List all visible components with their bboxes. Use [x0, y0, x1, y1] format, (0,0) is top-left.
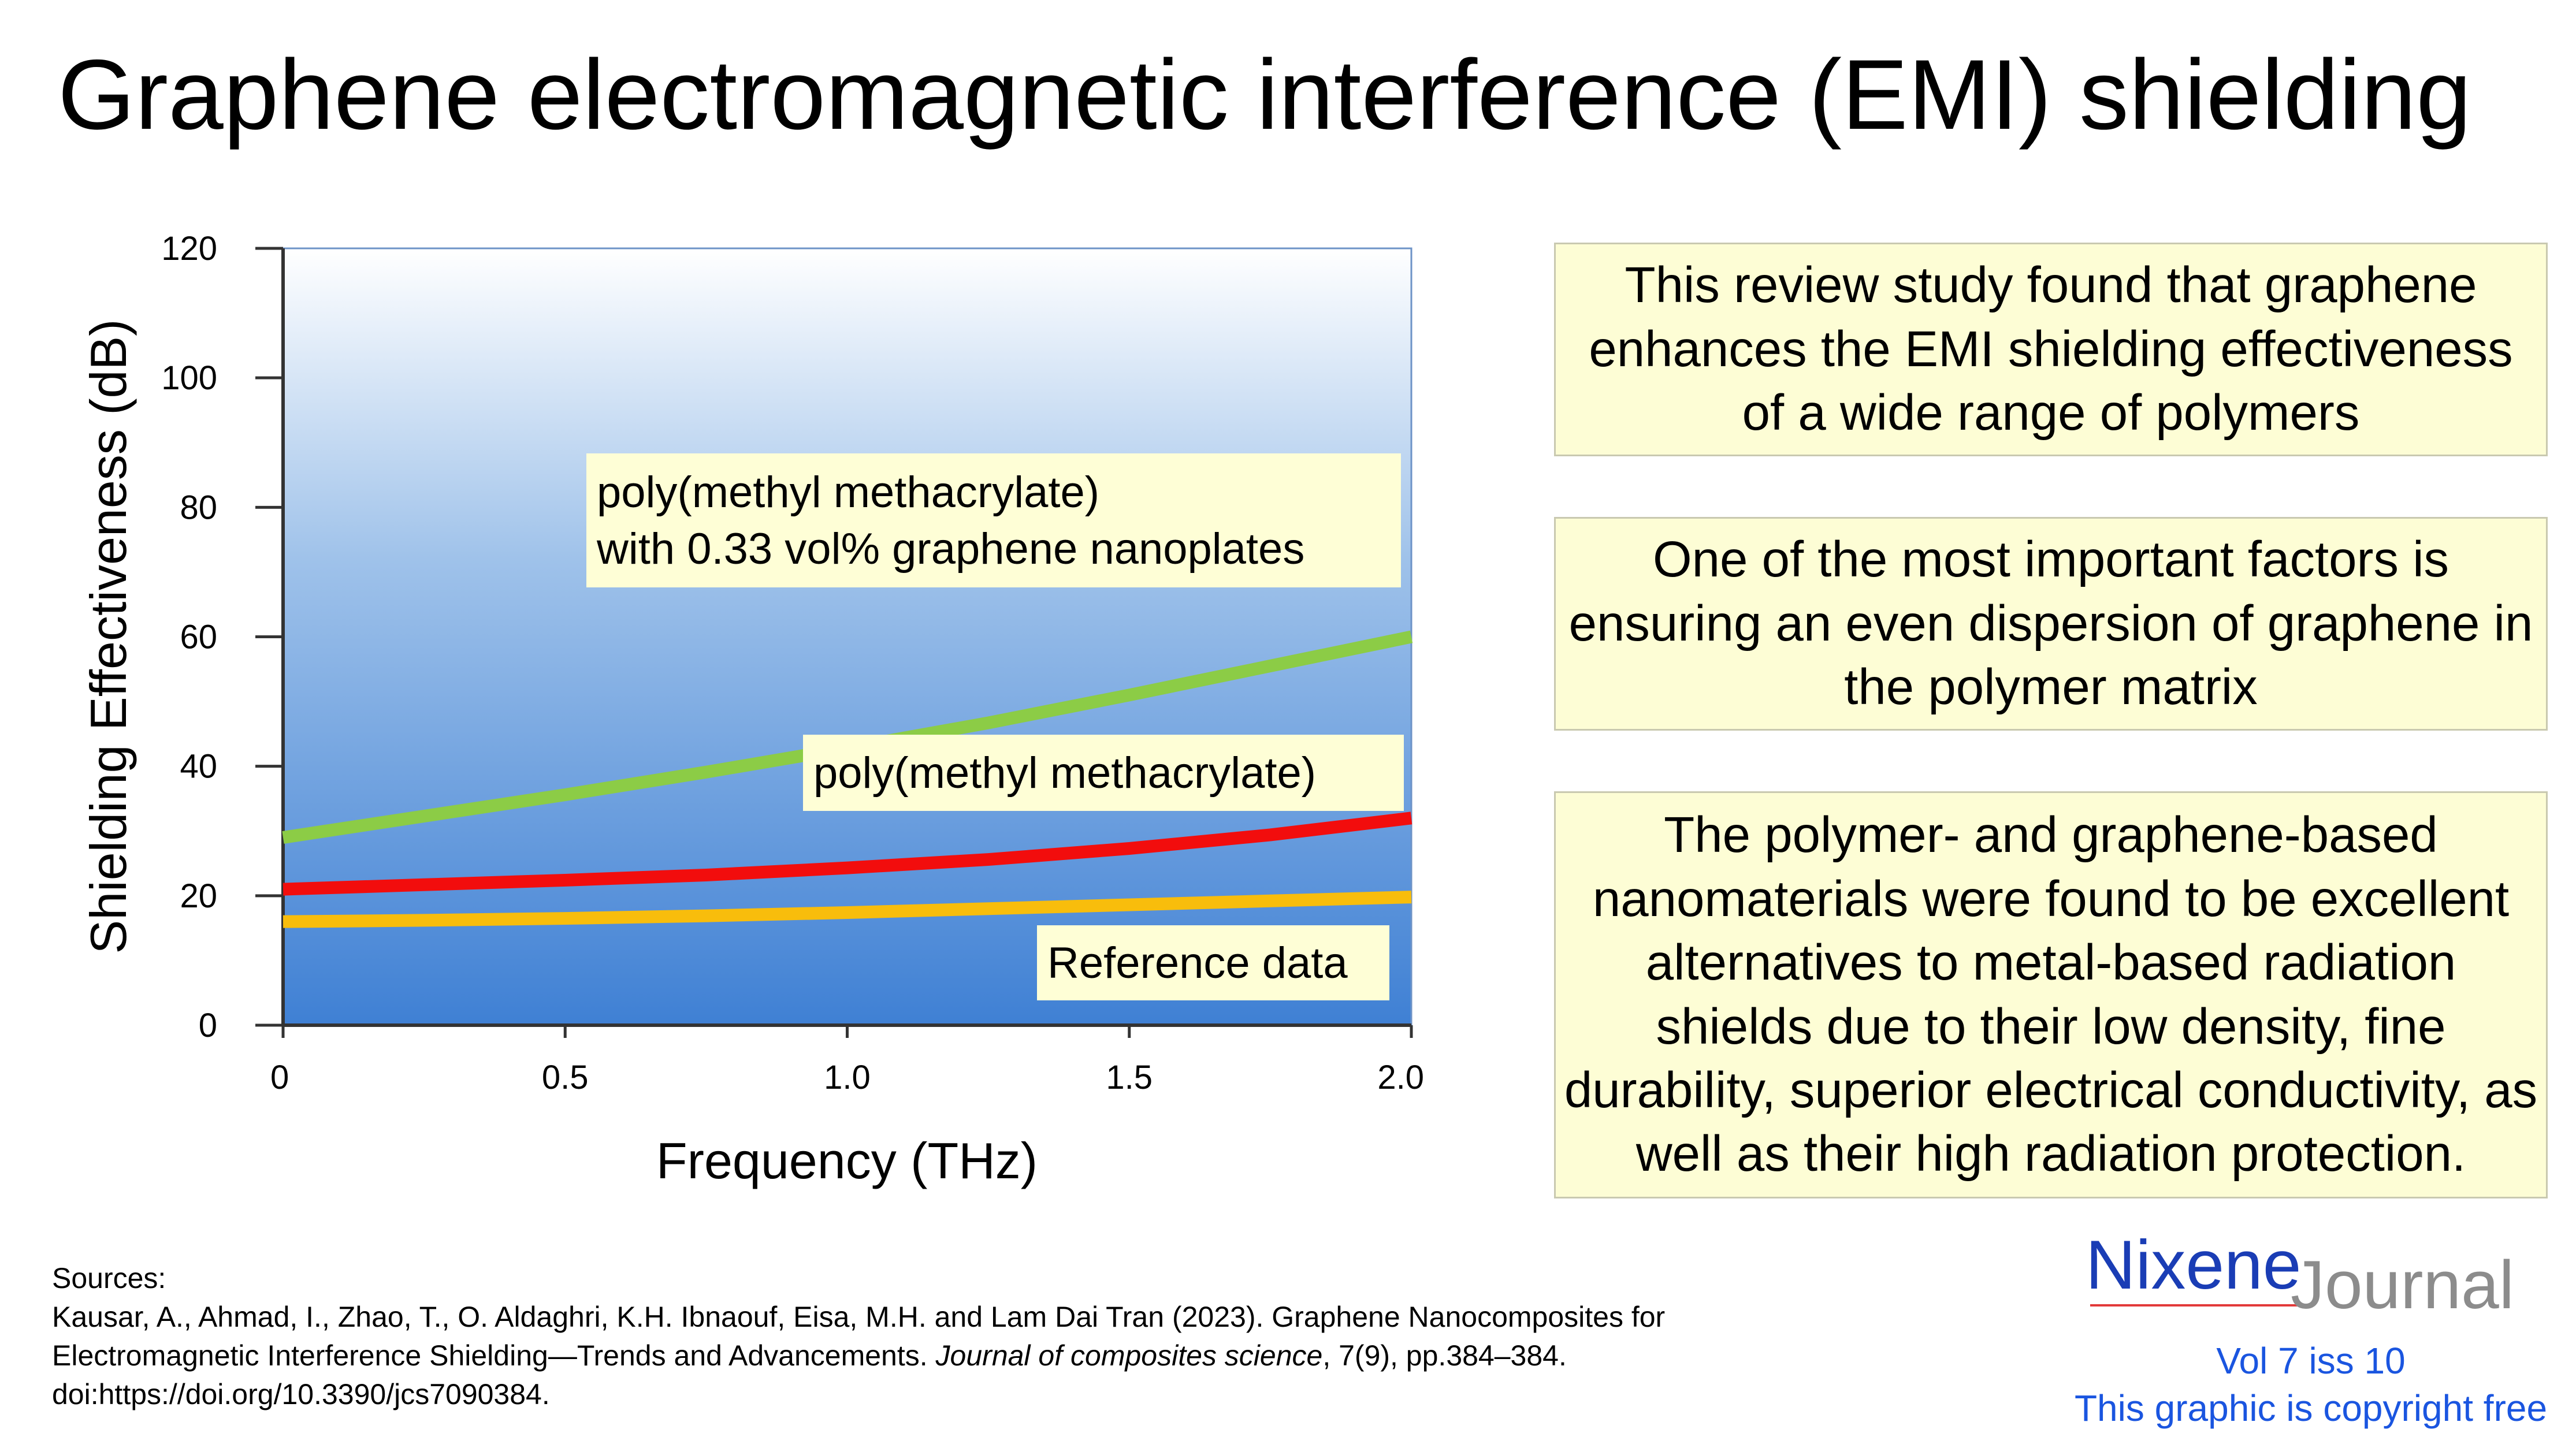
copyright-notice: This graphic is copyright free [2074, 1387, 2548, 1429]
series-label-box [1037, 925, 1389, 1000]
series-label-text: with 0.33 vol% graphene nanoplates [596, 524, 1304, 574]
x-tick-label-0.5: 0.5 [542, 1059, 589, 1096]
series-label-text: poly(methyl methacrylate) [597, 468, 1099, 517]
x-tick-label-1.5: 1.5 [1106, 1059, 1153, 1096]
shielding-chart: 0 20 40 60 80 100 120 0 0.5 1.0 1.5 2.0 poly(methyl… [80, 230, 1424, 1189]
plot-area [282, 247, 1412, 1026]
logo-underline [2090, 1304, 2298, 1306]
source-doi: doi:https://doi.org/10.3390/jcs7090384. [52, 1378, 550, 1410]
source-line-1: Kausar, A., Ahmad, I., Zhao, T., O. Alda… [52, 1301, 1666, 1333]
issue-label: Vol 7 iss 10 [2216, 1340, 2406, 1382]
source-title: Electromagnetic Interference Shielding—T… [52, 1339, 936, 1372]
x-tick-label-1.0: 1.0 [824, 1059, 871, 1096]
series-line-reference-data [282, 891, 1412, 928]
series-line-poly-methyl-methacrylate [282, 812, 1412, 896]
source-line-2: Electromagnetic Interference Shielding—T… [52, 1337, 1958, 1375]
x-tick-label-0: 0 [270, 1059, 289, 1096]
series-labels: poly(methyl methacrylate) with 0.33 vol% … [586, 453, 1404, 1000]
x-axis-label: Frequency (THz) [656, 1132, 1038, 1189]
sources-heading: Sources: [52, 1262, 166, 1294]
note-dispersion: One of the most important factors is ens… [1554, 517, 2548, 731]
series-label-poly-methyl-methacrylate: poly(methyl methacrylate) [803, 735, 1404, 811]
logo-journal: Journal [2291, 1247, 2515, 1323]
y-axis-label: Shielding Effectiveness (dB) [80, 319, 137, 954]
sources-block: Sources: Kausar, A., Ahmad, I., Zhao, T.… [52, 1259, 1958, 1414]
y-tick-label-80: 80 [180, 489, 217, 526]
logo-nixene: Nixene [2086, 1226, 2302, 1304]
source-journal: Journal of composites science [935, 1339, 1323, 1372]
series-label-poly-methyl-methacrylate-with-0-33-vol-graphene-nanoplates: poly(methyl methacrylate) with 0.33 vol% … [586, 453, 1401, 587]
x-tick-label-2.0: 2.0 [1377, 1059, 1424, 1096]
series-label-box [586, 453, 1401, 587]
page-title: Graphene electromagnetic interference (E… [58, 39, 2471, 150]
series-label-text: Reference data [1047, 939, 1348, 988]
y-tick-label-0: 0 [199, 1007, 217, 1044]
series-label-text: poly(methyl methacrylate) [813, 749, 1316, 798]
note-alternatives: The polymer- and graphene-based nanomate… [1554, 791, 2548, 1198]
note-polymer-enhancement: This review study found that graphene en… [1554, 243, 2548, 456]
series-label-box [803, 735, 1404, 811]
y-tick-label-120: 120 [161, 230, 217, 267]
nixene-journal-logo: Nixene Journal [2086, 1230, 2548, 1328]
y-tick-label-20: 20 [180, 877, 217, 915]
y-tick-label-40: 40 [180, 748, 217, 786]
source-volume: , 7(9), pp.384–384. [1322, 1339, 1567, 1372]
series-label-reference-data: Reference data [1037, 925, 1389, 1000]
y-tick-label-100: 100 [161, 359, 217, 397]
y-tick-label-60: 60 [180, 619, 217, 656]
chart-axes: 0 20 40 60 80 100 120 0 0.5 1.0 1.5 2.0 [161, 230, 1424, 1096]
